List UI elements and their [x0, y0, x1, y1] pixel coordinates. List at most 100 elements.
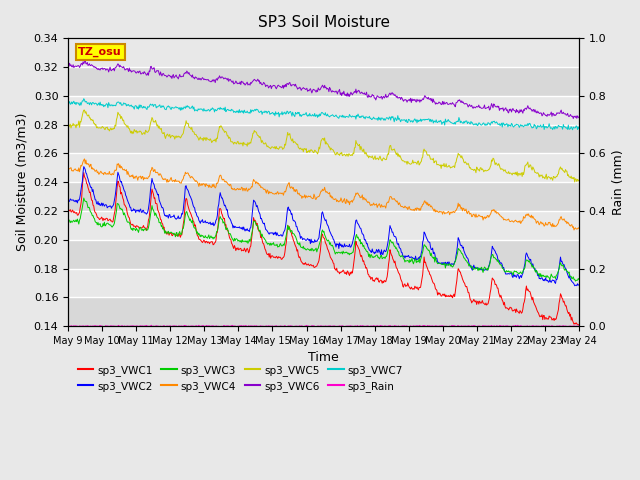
Bar	[68, 153, 579, 182]
Bar	[68, 67, 579, 96]
sp3_VWC3	[401, 259, 409, 265]
sp3_VWC2	[575, 282, 583, 288]
sp3_VWC5	[575, 178, 583, 184]
sp3_VWC3	[205, 236, 213, 241]
sp3_VWC3	[64, 217, 72, 223]
sp3_VWC1	[74, 212, 81, 218]
Line: sp3_VWC3: sp3_VWC3	[68, 198, 579, 281]
sp3_VWC7	[179, 105, 186, 111]
sp3_VWC4	[205, 182, 213, 188]
Bar	[68, 182, 579, 211]
sp3_VWC4	[401, 203, 409, 209]
Line: sp3_Rain: sp3_Rain	[68, 325, 579, 327]
sp3_VWC1	[575, 322, 582, 328]
sp3_VWC2	[80, 164, 88, 169]
sp3_VWC3	[575, 276, 583, 282]
Legend: sp3_VWC1, sp3_VWC2, sp3_VWC3, sp3_VWC4, sp3_VWC5, sp3_VWC6, sp3_VWC7, sp3_Rain: sp3_VWC1, sp3_VWC2, sp3_VWC3, sp3_VWC4, …	[74, 360, 408, 396]
sp3_VWC1	[179, 227, 186, 232]
sp3_VWC4	[64, 168, 72, 173]
sp3_VWC5	[64, 124, 72, 130]
sp3_VWC4	[386, 194, 394, 200]
sp3_Rain	[575, 323, 583, 329]
sp3_Rain	[386, 323, 394, 328]
sp3_VWC3	[127, 225, 134, 231]
sp3_Rain	[195, 323, 203, 328]
sp3_VWC1	[401, 281, 409, 287]
Text: TZ_osu: TZ_osu	[78, 47, 122, 57]
sp3_VWC5	[74, 122, 81, 128]
sp3_VWC5	[205, 137, 213, 143]
Line: sp3_VWC5: sp3_VWC5	[68, 110, 579, 182]
sp3_VWC7	[80, 96, 88, 102]
sp3_VWC2	[205, 220, 213, 226]
Line: sp3_VWC6: sp3_VWC6	[68, 60, 579, 119]
sp3_VWC6	[64, 63, 72, 69]
sp3_Rain	[126, 323, 134, 329]
sp3_Rain	[74, 324, 81, 329]
Bar	[68, 297, 579, 326]
sp3_VWC2	[127, 204, 134, 210]
sp3_VWC1	[205, 241, 213, 247]
Bar	[68, 211, 579, 240]
sp3_Rain	[401, 323, 409, 329]
Line: sp3_VWC1: sp3_VWC1	[68, 173, 579, 325]
sp3_VWC2	[571, 283, 579, 288]
sp3_Rain	[178, 324, 186, 329]
sp3_VWC5	[179, 132, 186, 137]
sp3_VWC1	[80, 170, 88, 176]
sp3_VWC2	[74, 200, 81, 206]
sp3_VWC5	[386, 143, 394, 148]
sp3_VWC1	[64, 207, 72, 213]
X-axis label: Time: Time	[308, 351, 339, 364]
sp3_VWC6	[570, 116, 577, 121]
sp3_VWC5	[571, 179, 579, 185]
sp3_VWC6	[74, 63, 81, 69]
sp3_VWC7	[64, 100, 72, 106]
sp3_VWC4	[81, 156, 88, 162]
Y-axis label: Rain (mm): Rain (mm)	[612, 149, 625, 215]
sp3_VWC6	[401, 97, 409, 103]
sp3_VWC5	[127, 130, 134, 136]
sp3_VWC6	[179, 73, 186, 79]
sp3_VWC3	[386, 237, 394, 242]
sp3_VWC7	[401, 117, 409, 123]
sp3_VWC4	[179, 177, 186, 183]
sp3_VWC4	[127, 173, 134, 179]
sp3_VWC2	[179, 211, 186, 217]
sp3_VWC7	[205, 108, 213, 114]
sp3_VWC6	[81, 57, 89, 63]
sp3_VWC6	[575, 115, 583, 120]
sp3_VWC1	[386, 247, 394, 252]
Bar	[68, 268, 579, 297]
sp3_VWC1	[575, 322, 583, 328]
sp3_VWC4	[575, 226, 583, 231]
sp3_VWC2	[386, 223, 394, 228]
sp3_VWC2	[401, 255, 409, 261]
sp3_VWC7	[74, 100, 81, 106]
Title: SP3 Soil Moisture: SP3 Soil Moisture	[257, 15, 390, 30]
sp3_VWC1	[127, 221, 134, 227]
sp3_VWC6	[127, 67, 134, 73]
Y-axis label: Soil Moisture (m3/m3): Soil Moisture (m3/m3)	[15, 113, 28, 252]
Line: sp3_VWC2: sp3_VWC2	[68, 167, 579, 286]
sp3_VWC7	[575, 125, 583, 131]
sp3_VWC3	[80, 195, 88, 201]
sp3_VWC3	[179, 226, 186, 232]
Line: sp3_VWC7: sp3_VWC7	[68, 99, 579, 130]
Bar	[68, 240, 579, 268]
Bar	[68, 38, 579, 67]
sp3_Rain	[205, 323, 213, 329]
sp3_VWC4	[570, 227, 578, 233]
sp3_VWC5	[81, 107, 88, 113]
sp3_VWC7	[127, 103, 134, 108]
sp3_Rain	[64, 323, 72, 329]
Line: sp3_VWC4: sp3_VWC4	[68, 159, 579, 230]
Bar	[68, 124, 579, 153]
sp3_VWC6	[386, 90, 394, 96]
sp3_VWC7	[386, 114, 394, 120]
sp3_VWC3	[572, 278, 579, 284]
sp3_VWC4	[74, 167, 81, 173]
sp3_VWC7	[569, 127, 577, 132]
sp3_VWC3	[74, 216, 81, 222]
sp3_VWC5	[401, 159, 409, 165]
